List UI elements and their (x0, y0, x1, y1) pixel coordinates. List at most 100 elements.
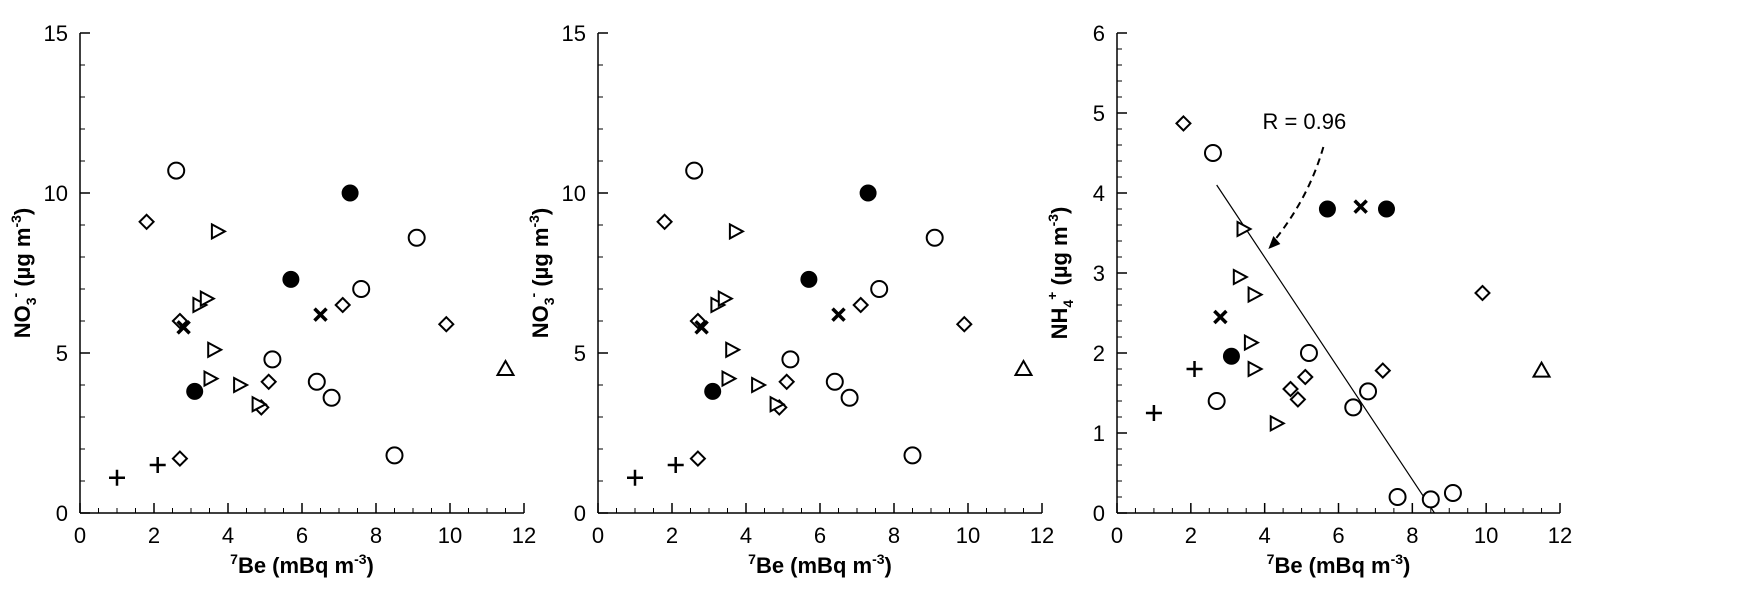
x-tick-label: 8 (888, 523, 900, 548)
data-point-diamond (1289, 390, 1307, 408)
y-tick-label: 4 (1093, 181, 1105, 206)
data-point-filled-circle (282, 270, 300, 288)
data-point-cross (627, 469, 643, 486)
x-tick-label: 12 (512, 523, 536, 548)
data-point-circle (840, 388, 859, 407)
data-point-filled-circle (800, 270, 818, 288)
data-point-cross (1186, 361, 1203, 377)
y-tick-label: 0 (56, 501, 68, 526)
x-tick-label: 4 (222, 523, 234, 548)
x-tick-label: 0 (592, 523, 604, 548)
x-tick-label: 6 (1332, 523, 1344, 548)
data-point-diamond (171, 450, 189, 468)
data-point-triangle-up (1013, 358, 1034, 376)
x-tick-label: 2 (666, 523, 678, 548)
x-axis-label: 7Be (mBq m-3) (1267, 551, 1411, 578)
data-point-cross (149, 457, 166, 473)
y-tick-label: 5 (56, 341, 68, 366)
data-point-x (1353, 199, 1368, 214)
x-axis-label: 7Be (mBq m-3) (230, 551, 374, 578)
data-point-diamond (656, 213, 674, 231)
data-point-circle (1421, 490, 1440, 509)
x-tick-label: 8 (1406, 523, 1418, 548)
x-tick-label: 6 (296, 523, 308, 548)
data-point-circle (385, 446, 404, 465)
data-point-circle (825, 372, 844, 391)
data-point-triangle-right (203, 369, 220, 388)
data-point-cross (667, 457, 684, 473)
x-tick-label: 2 (148, 523, 160, 548)
x-tick-label: 0 (1111, 523, 1123, 548)
x-tick-label: 0 (74, 523, 86, 548)
data-point-triangle-right (1247, 285, 1264, 304)
y-tick-label: 0 (1093, 501, 1105, 526)
y-axis-label: NH4+ (µg m-3) (1044, 207, 1076, 340)
data-point-triangle-right (1232, 268, 1249, 286)
data-point-triangle-right (728, 222, 746, 241)
data-point-triangle-right (210, 222, 228, 241)
x-tick-label: 6 (814, 523, 826, 548)
data-point-circle (307, 372, 326, 391)
data-point-filled-circle (1222, 347, 1240, 365)
data-point-triangle-right (769, 395, 786, 413)
annotation-label: R = 0.96 (1262, 109, 1346, 134)
data-point-triangle-right (199, 289, 216, 308)
data-point-x (694, 320, 709, 335)
data-point-diamond (852, 296, 870, 314)
y-tick-label: 10 (44, 181, 68, 206)
y-tick-label: 15 (562, 21, 586, 46)
data-point-x (831, 307, 846, 322)
y-tick-label: 15 (44, 21, 68, 46)
data-point-circle (263, 350, 282, 369)
data-point-circle (1299, 344, 1318, 362)
data-point-x (1213, 309, 1228, 325)
data-point-filled-circle (704, 382, 722, 400)
data-point-triangle-right (721, 369, 738, 388)
data-point-diamond (437, 315, 455, 333)
x-tick-label: 4 (740, 523, 752, 548)
data-point-circle (1388, 488, 1407, 506)
data-point-diamond (1175, 114, 1192, 132)
y-tick-label: 1 (1093, 421, 1105, 446)
y-tick-label: 6 (1093, 21, 1105, 46)
data-point-triangle-up (1531, 360, 1552, 378)
data-point-diamond (689, 450, 707, 468)
x-tick-label: 12 (1548, 523, 1572, 548)
y-axis-label: NO3- (µg m-3) (7, 208, 39, 338)
x-axis-label: 7Be (mBq m-3) (748, 551, 892, 578)
data-point-triangle-right (717, 289, 734, 308)
data-point-x (176, 320, 191, 335)
data-point-triangle-right (251, 395, 268, 413)
annotation-arrowhead (1268, 236, 1281, 249)
data-point-filled-circle (859, 184, 877, 202)
data-point-diamond (778, 373, 796, 391)
data-point-circle (1344, 398, 1363, 417)
annotation-arrow (1271, 146, 1325, 244)
data-point-diamond (1474, 284, 1491, 302)
data-point-circle (925, 228, 944, 247)
data-point-triangle-right (751, 376, 768, 394)
data-point-cross (109, 469, 125, 486)
data-point-triangle-up (495, 358, 516, 376)
data-point-triangle-right (1247, 360, 1264, 378)
data-point-circle (167, 161, 186, 180)
data-point-filled-circle (186, 382, 204, 400)
y-axis-label: NO3- (µg m-3) (525, 208, 557, 338)
y-tick-label: 10 (562, 181, 586, 206)
data-point-filled-circle (341, 184, 359, 202)
data-point-triangle-right (233, 376, 250, 394)
data-point-cross (1145, 405, 1162, 421)
data-point-triangle-right (725, 341, 742, 359)
y-tick-label: 0 (574, 501, 586, 526)
data-point-diamond (171, 312, 189, 330)
data-point-diamond (1282, 380, 1299, 398)
y-tick-label: 5 (1093, 101, 1105, 126)
data-point-triangle-right (1269, 414, 1286, 433)
data-point-diamond (955, 315, 973, 333)
data-point-x (313, 307, 328, 322)
data-point-circle (1443, 484, 1462, 502)
x-tick-label: 12 (1030, 523, 1054, 548)
data-point-circle (685, 161, 704, 180)
